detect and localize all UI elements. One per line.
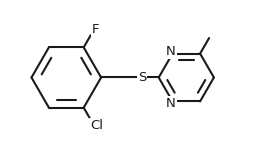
Text: N: N	[166, 97, 175, 110]
Text: F: F	[92, 23, 100, 36]
Text: N: N	[166, 45, 175, 58]
Text: Cl: Cl	[90, 119, 103, 132]
Text: S: S	[138, 71, 146, 84]
